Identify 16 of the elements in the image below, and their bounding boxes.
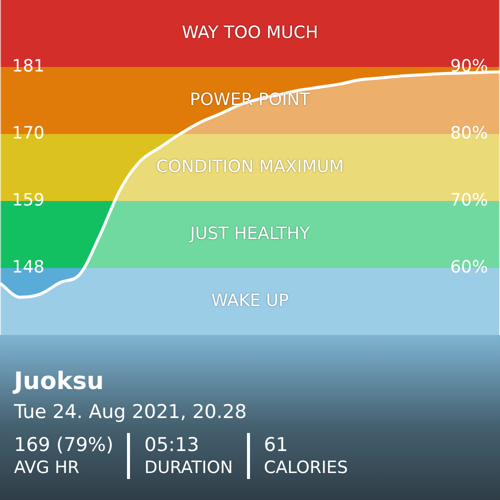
band-label: WAKE UP — [211, 290, 289, 311]
y-tick-label: 170 — [12, 123, 44, 144]
band-label: JUST HEALTHY — [189, 224, 311, 244]
text: CALORIES — [264, 457, 348, 479]
text: 61 — [264, 433, 290, 457]
y2-tick-label: 80% — [450, 123, 488, 144]
band-label: CONDITION MAXIMUM — [156, 156, 344, 177]
y-tick-label: 181 — [12, 56, 44, 76]
band-label: WAY TOO MUCH — [182, 22, 318, 43]
text: AVG HR — [14, 457, 80, 479]
text: 05:13 — [144, 433, 200, 457]
y2-tick-label: 90% — [450, 56, 488, 76]
text: 169 (79%) — [14, 433, 114, 457]
text: Tue 24. Aug 2021, 20.28 — [14, 400, 248, 425]
text: DURATION — [144, 457, 233, 479]
text: Juoksu — [14, 367, 105, 395]
